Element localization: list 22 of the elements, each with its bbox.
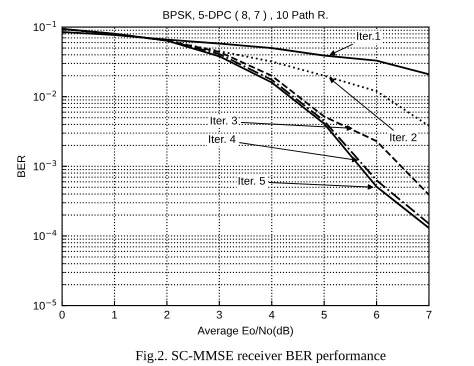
x-axis-title: Average Eo/No(dB): [197, 326, 293, 337]
annotation: Iter. 2: [390, 133, 416, 142]
x-tick-label: 3: [216, 310, 222, 319]
y-tick-label: 10$^{−5}$: [34, 300, 56, 310]
annotation: Iter. 3: [210, 116, 238, 124]
y-tick-label: 10$^{−3}$: [34, 160, 56, 170]
x-tick-label: 4: [268, 310, 274, 319]
caption: Fig.2. SC-MMSE receiver BER performance: [136, 350, 386, 364]
annotation: Iter.1: [357, 32, 380, 40]
annotation: Iter. 5: [238, 176, 265, 185]
x-tick-label: 2: [164, 310, 170, 319]
x-tick-label: 1: [112, 310, 118, 319]
y-tick-label: 10$^{−1}$: [34, 21, 56, 32]
x-tick-label: 6: [374, 310, 380, 319]
annotation: Iter. 4: [209, 135, 236, 143]
x-tick-label: 0: [59, 310, 65, 319]
x-tick-label: 5: [322, 310, 327, 319]
y-tick-label: 10$^{−4}$: [34, 230, 56, 240]
y-tick-label: 10$^{−2}$: [34, 90, 56, 101]
y-axis-title: BER: [17, 155, 26, 177]
x-tick-label: 7: [426, 310, 432, 319]
chart-title: BPSK, 5-DPC ( 8, 7 ) , 10 Path R.: [163, 10, 328, 22]
